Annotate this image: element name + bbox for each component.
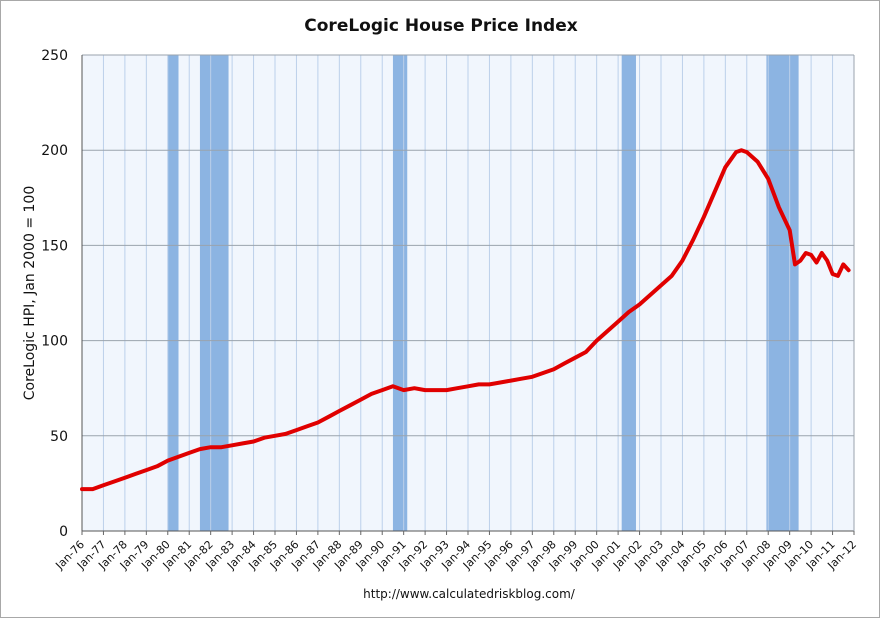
recession-band [199, 55, 229, 531]
y-tick-label: 0 [59, 524, 68, 540]
recession-band [766, 55, 799, 531]
recession-bands [167, 55, 799, 531]
y-tick-label: 200 [41, 143, 68, 159]
hpi-series-line [80, 148, 851, 492]
source-url: http://www.calculatedriskblog.com/ [363, 587, 576, 601]
recession-band [392, 55, 408, 531]
y-tick-label: 100 [41, 334, 68, 350]
chart-title: CoreLogic House Price Index [304, 16, 577, 36]
x-axis-ticks: Jan-76Jan-77Jan-78Jan-79Jan-80Jan-81Jan-… [53, 531, 859, 573]
y-tick-label: 50 [50, 429, 68, 445]
y-tick-label: 150 [41, 238, 68, 254]
y-axis-label: CoreLogic HPI, Jan 2000 = 100 [22, 186, 38, 400]
recession-band [621, 55, 636, 531]
recession-band [167, 55, 179, 531]
y-axis-ticks: 0 50 100 150 200 250 [41, 48, 68, 540]
y-tick-label: 250 [41, 48, 68, 64]
